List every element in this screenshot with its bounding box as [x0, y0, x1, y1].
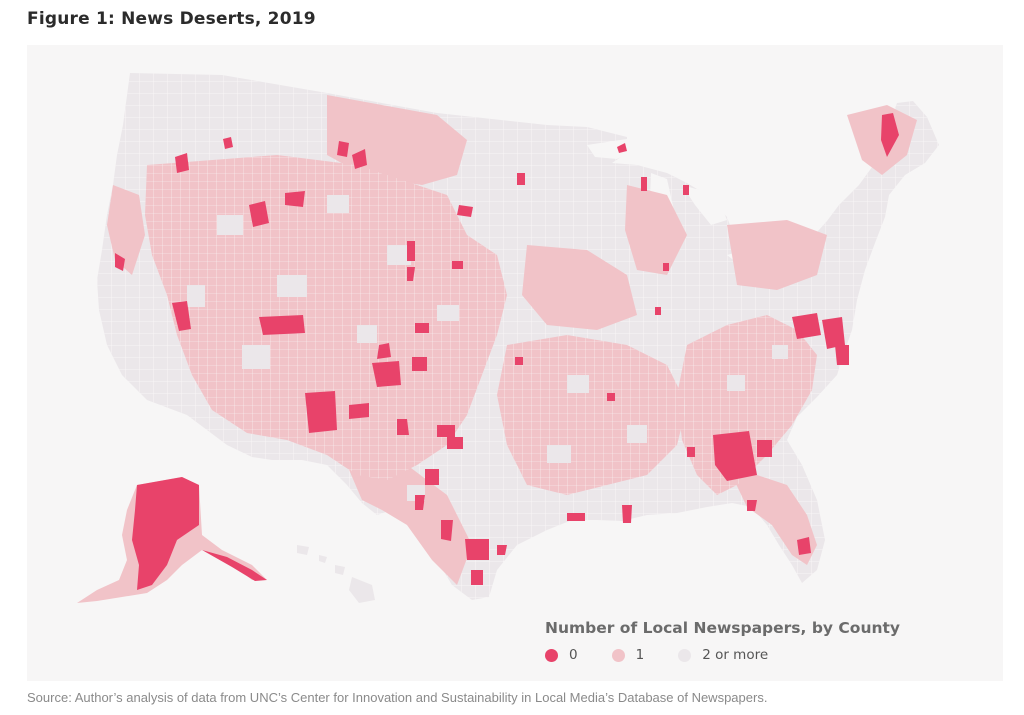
us-county-map [77, 73, 939, 603]
legend-item-one: 1 [611, 647, 645, 663]
legend-label-one: 1 [635, 647, 645, 663]
lake-superior [587, 139, 639, 159]
legend-item-two-or-more: 2 or more [678, 647, 768, 663]
legend-swatch-one [611, 648, 625, 662]
alaska [77, 477, 267, 603]
legend: 0 1 2 or more [545, 647, 768, 663]
map-panel: Number of Local Newspapers, by County 0 … [27, 45, 1003, 681]
counties-zero-newspapers [115, 113, 899, 585]
figure-title: Figure 1: News Deserts, 2019 [27, 9, 316, 29]
lake-huron [682, 185, 727, 225]
legend-item-zero: 0 [545, 647, 578, 663]
legend-swatch-zero [545, 648, 558, 662]
legend-title: Number of Local Newspapers, by County [545, 619, 901, 637]
legend-label-zero: 0 [569, 647, 578, 663]
legend-label-two-or-more: 2 or more [702, 647, 769, 663]
hawaii [297, 545, 375, 603]
source-note: Source: Author’s analysis of data from U… [27, 690, 768, 705]
legend-swatch-two-or-more [678, 648, 692, 662]
